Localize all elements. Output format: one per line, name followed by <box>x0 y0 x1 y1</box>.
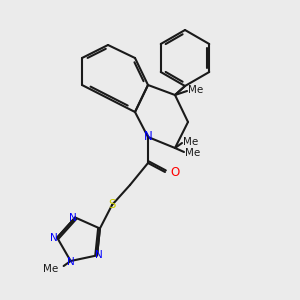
Text: N: N <box>50 232 58 243</box>
Text: N: N <box>144 130 152 143</box>
Text: S: S <box>108 197 116 211</box>
Text: N: N <box>69 212 77 223</box>
Text: N: N <box>95 250 103 260</box>
Text: Me: Me <box>185 148 200 158</box>
Text: N: N <box>67 257 74 267</box>
Text: Me: Me <box>44 264 59 274</box>
Text: Me: Me <box>183 137 198 147</box>
Text: O: O <box>170 166 179 178</box>
Text: Me: Me <box>188 85 203 95</box>
